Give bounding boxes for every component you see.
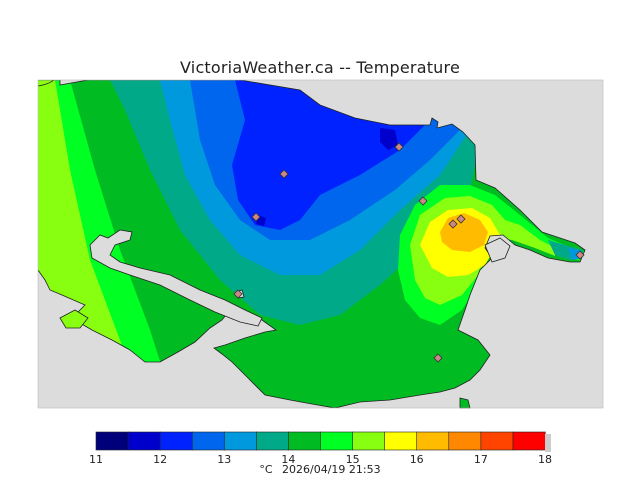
map-title: VictoriaWeather.ca -- Temperature [180,58,460,77]
station-marker[interactable] [456,214,466,224]
legend-tick-label: 16 [410,453,424,466]
legend-tick-label: 12 [153,453,167,466]
legend-tick-label: 15 [346,453,360,466]
legend-swatch [416,431,450,451]
legend-caption: °C 2026/04/19 21:53 [0,463,640,476]
legend-tick-label: 14 [281,453,295,466]
legend-ticks: 11 12 13 14 15 16 17 18 [89,453,552,466]
legend-swatch [95,431,129,451]
legend-swatch [288,431,322,451]
legend-colorbar [95,431,551,452]
legend-swatch [480,431,514,451]
legend-tick-label: 11 [89,453,103,466]
map-border [37,79,604,409]
legend-swatch [384,431,418,451]
coastline [38,80,586,408]
station-marker[interactable] [433,353,443,363]
station-markers [233,142,585,363]
legend-tick-label: 18 [538,453,552,466]
legend-timestamp: 2026/04/19 21:53 [282,463,381,476]
legend-swatch [127,431,161,451]
legend-swatch [320,431,354,451]
station-marker[interactable] [394,142,404,152]
legend-swatch [191,431,225,451]
station-marker[interactable] [251,212,261,222]
station-marker[interactable] [418,196,428,206]
inlets [59,229,511,409]
legend-swatch [352,431,386,451]
legend-swatch [512,431,546,451]
legend-swatch [223,431,257,451]
legend-tick-label: 13 [217,453,231,466]
station-marker[interactable] [233,289,243,299]
legend-swatch [448,431,482,451]
legend-swatch [159,431,193,451]
legend-tick-label: 17 [474,453,488,466]
station-marker[interactable] [279,169,289,179]
legend-shadow [545,434,551,452]
legend-unit: °C [259,463,273,476]
station-marker[interactable] [448,219,458,229]
station-marker[interactable] [575,250,585,260]
legend-swatch [256,431,290,451]
